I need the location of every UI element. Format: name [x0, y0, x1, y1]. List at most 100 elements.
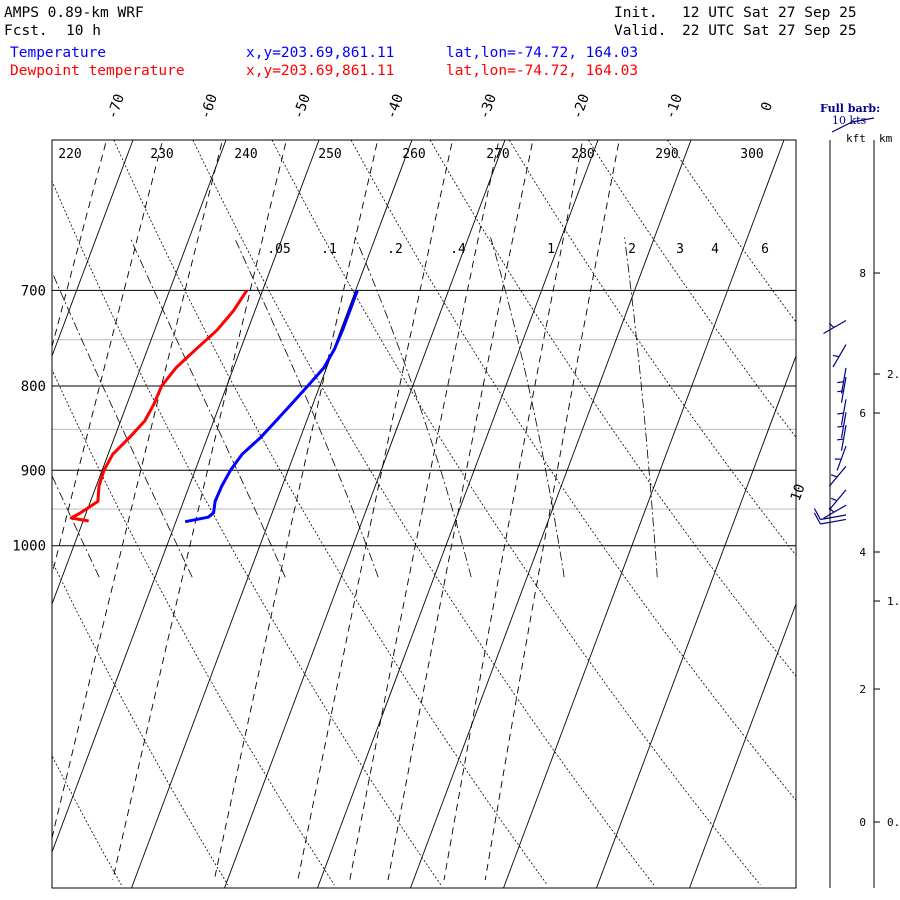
wind-barb-staff — [840, 376, 847, 403]
isotherm-label: -30 — [476, 92, 500, 121]
wind-barb — [813, 508, 847, 521]
mixing-ratio-line — [52, 140, 223, 840]
legend-temperature-latlon: lat,lon=-74.72, 164.03 — [446, 45, 639, 61]
mixing-ratio-label: 6 — [761, 242, 769, 257]
dry-adiabat — [52, 179, 442, 886]
wind-barb-staff — [840, 412, 847, 439]
dry-adiabat-label: 290 — [655, 147, 678, 162]
init-time: 12 UTC Sat 27 Sep 25 — [682, 5, 857, 21]
wind-barb — [832, 344, 847, 368]
valid-label: Valid. — [614, 23, 667, 39]
legend-dewpoint-xy: x,y=203.69,861.11 — [246, 63, 395, 79]
isotherm — [317, 140, 599, 888]
legend-temperature-xy: x,y=203.69,861.11 — [246, 45, 395, 61]
dry-adiabat — [587, 140, 796, 438]
mixing-ratio-label: 4 — [711, 242, 719, 257]
isotherm — [596, 354, 796, 888]
isotherm-label: -60 — [197, 92, 221, 121]
wind-barb — [837, 399, 847, 426]
wind-barb — [828, 465, 847, 487]
dry-adiabat — [667, 140, 796, 323]
legend-dewpoint-latlon: lat,lon=-74.72, 164.03 — [446, 63, 639, 79]
isotherm-label: 10 — [788, 482, 809, 503]
pressure-label: 900 — [21, 463, 46, 479]
moist-adiabat — [52, 474, 100, 578]
wind-barb-half-flag — [837, 390, 844, 393]
wind-barb-staff — [840, 399, 847, 426]
mixing-ratio-line — [387, 140, 534, 881]
wind-barb-staff — [840, 367, 847, 394]
model-title: AMPS 0.89-km WRF — [4, 5, 144, 21]
moist-adiabat — [52, 270, 193, 578]
wind-barb-staff — [828, 489, 847, 511]
km-axis-label: km — [879, 132, 893, 145]
isotherm-label: 0 — [758, 100, 776, 113]
km-tick-label: 2. — [887, 368, 900, 381]
moist-adiabat — [624, 237, 658, 578]
mixing-ratio-line — [112, 140, 287, 881]
legend-temperature-name: Temperature — [10, 45, 107, 61]
mixing-ratio-line — [213, 140, 379, 881]
dry-adiabat-label: 230 — [150, 147, 173, 162]
wind-barb — [837, 425, 847, 451]
kft-tick-label: 0 — [859, 816, 866, 829]
dry-adiabat-label: 240 — [234, 147, 257, 162]
isotherm — [224, 140, 506, 888]
wind-barb — [834, 445, 847, 471]
km-tick-label: 0. — [887, 816, 900, 829]
pressure-label: 700 — [21, 283, 46, 299]
mixing-ratio-line — [297, 140, 454, 881]
wind-barb — [837, 412, 847, 439]
wind-barb — [828, 489, 847, 511]
isotherm — [52, 140, 134, 358]
wind-barb-flag — [813, 512, 821, 525]
mixing-ratio-line — [484, 140, 620, 881]
pressure-label: 1000 — [12, 539, 46, 555]
wind-barb — [837, 367, 847, 394]
wind-barb — [837, 376, 847, 403]
dry-adiabat-label: 270 — [486, 147, 509, 162]
mixing-ratio-label: .4 — [450, 242, 466, 257]
isotherm-label: -50 — [290, 92, 314, 121]
wind-barb-half-flag — [830, 497, 838, 502]
mixing-ratio-label: 3 — [676, 242, 684, 257]
mixing-ratio-label: 2 — [628, 242, 636, 257]
moist-adiabat — [129, 237, 286, 578]
dry-adiabat-label: 280 — [571, 147, 594, 162]
isotherm — [689, 602, 796, 888]
isotherm-label: -40 — [383, 92, 407, 121]
wind-barb-staff — [840, 425, 847, 451]
wind-barb — [813, 512, 847, 525]
moist-adiabat — [233, 237, 379, 578]
wind-barb — [823, 319, 847, 334]
dry-adiabat — [271, 140, 761, 886]
forecast-hours: 10 h — [66, 23, 101, 39]
dewpoint-profile — [69, 289, 249, 523]
mixing-ratio-line — [52, 140, 107, 349]
wind-barb-staff — [820, 514, 847, 521]
dry-adiabat — [52, 560, 229, 886]
dry-adiabat — [508, 140, 796, 556]
wind-barb-half-flag — [837, 425, 844, 428]
wind-barb-half-flag — [837, 381, 844, 384]
mixing-ratio-label: 1 — [547, 242, 555, 257]
isotherm — [410, 140, 692, 888]
kft-axis-label: kft — [846, 132, 866, 145]
isotherm — [52, 140, 320, 854]
mixing-ratio-line — [443, 140, 584, 881]
mixing-ratio-label: .1 — [321, 242, 337, 257]
moist-adiabat — [490, 237, 565, 578]
dry-adiabat-label: 300 — [740, 147, 763, 162]
barb-key-title: Full barb: — [820, 102, 881, 115]
valid-time: 22 UTC Sat 27 Sep 25 — [682, 23, 857, 39]
dry-adiabat-label: 250 — [318, 147, 341, 162]
kft-tick-label: 8 — [859, 267, 866, 280]
wind-barb-staff — [823, 504, 847, 519]
wind-barb-half-flag — [837, 438, 844, 441]
kft-tick-label: 2 — [859, 683, 866, 696]
isotherm — [52, 140, 227, 606]
wind-barb-half-flag — [830, 474, 838, 478]
init-label: Init. — [614, 5, 658, 21]
legend-dewpoint-name: Dewpoint temperature — [10, 63, 185, 79]
